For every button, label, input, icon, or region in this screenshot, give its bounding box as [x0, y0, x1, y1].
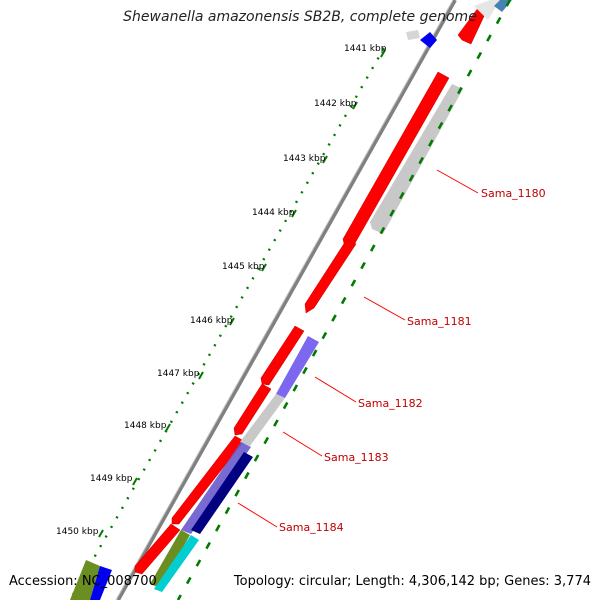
scale-label-1441: 1441 kbp — [344, 44, 387, 54]
gene-arrow — [260, 325, 305, 386]
gene-arrow — [134, 523, 181, 575]
grey-feature-top-right — [474, 0, 500, 20]
gene-label-leaders — [237, 169, 479, 528]
outer-dotted-scale — [68, 47, 386, 600]
backbone-highlight — [115, 0, 454, 600]
blue-arrow-top — [420, 32, 437, 48]
scale-label-1449: 1449 kbp — [90, 474, 133, 484]
scale-ticks — [98, 49, 386, 538]
gene-arrow — [233, 383, 272, 436]
forward-strand-features — [134, 7, 487, 575]
genome-summary: Topology: circular; Length: 4,306,142 bp… — [233, 574, 591, 589]
scale-label-1443: 1443 kbp — [283, 154, 326, 164]
grey-feature-top — [406, 30, 420, 40]
olive-feature — [150, 530, 190, 588]
scale-label-1447: 1447 kbp — [157, 369, 200, 379]
navy-feature-sama-1184 — [191, 452, 253, 534]
cyan-feature — [154, 535, 199, 592]
inner-dashed-scale — [176, 0, 512, 600]
gene-arrow — [304, 238, 357, 314]
scale-label-1446: 1446 kbp — [190, 316, 233, 326]
map-title: Shewanella amazonensis SB2B, complete ge… — [123, 9, 477, 25]
scale-label-1442: 1442 kbp — [314, 99, 357, 109]
gene-label-sama-1184[interactable]: Sama_1184 — [279, 521, 344, 534]
scale-label-1445: 1445 kbp — [222, 262, 265, 272]
grey-feature-sama-1183 — [240, 394, 285, 446]
genome-backbone — [116, 0, 457, 600]
purple-feature-sama-1182 — [276, 336, 319, 398]
gene-label-sama-1181[interactable]: Sama_1181 — [407, 315, 472, 328]
gene-labels: Sama_1180 Sama_1181 Sama_1182 Sama_1183 … — [279, 187, 546, 534]
accession-label: Accession: NC_008700 — [9, 574, 157, 589]
grey-feature-sama-1180 — [370, 84, 463, 234]
gene-arrow — [342, 71, 450, 253]
scale-label-1450: 1450 kbp — [56, 527, 99, 537]
blue-feature-sama-1184 — [181, 442, 251, 534]
gene-label-sama-1183[interactable]: Sama_1183 — [324, 451, 389, 464]
gene-label-sama-1180[interactable]: Sama_1180 — [481, 187, 546, 200]
gene-label-sama-1182[interactable]: Sama_1182 — [358, 397, 423, 410]
scale-label-1448: 1448 kbp — [124, 421, 167, 431]
scale-label-1444: 1444 kbp — [252, 208, 295, 218]
scale-labels: 1441 kbp 1442 kbp 1443 kbp 1444 kbp 1445… — [56, 44, 387, 537]
bottom-blue-feature — [90, 566, 112, 600]
bottom-olive-feature — [70, 560, 100, 600]
